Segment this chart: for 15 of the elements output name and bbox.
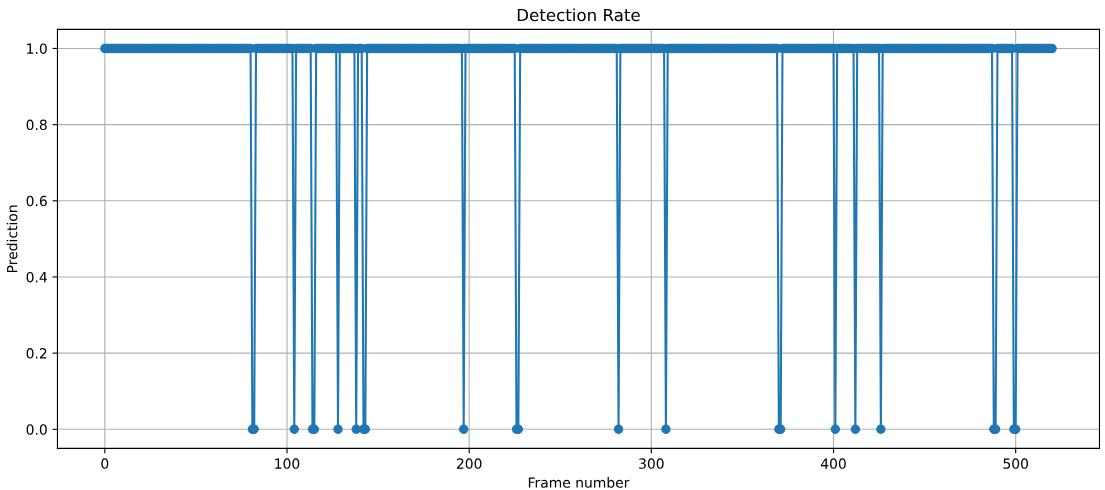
y-tick-label: 1.0: [27, 43, 47, 54]
x-axis-title: Frame number: [528, 477, 630, 488]
y-tick-label: 0.4: [26, 271, 47, 283]
x-tick-label: 0: [101, 458, 109, 469]
x-tick-label: 100: [275, 458, 300, 469]
y-tick-label: 0.2: [26, 348, 47, 359]
y-axis-title: Prediction: [6, 205, 18, 273]
y-tick-label: 0.6: [26, 195, 47, 207]
chart-title: Detection Rate: [517, 8, 640, 22]
x-tick-label: 500: [1003, 458, 1029, 469]
x-tick-label: 400: [820, 458, 846, 469]
x-tick-label: 300: [639, 458, 664, 469]
x-tick-label: 200: [456, 458, 482, 469]
y-tick-label: 0.0: [26, 424, 47, 435]
y-tick-label: 0.8: [26, 119, 47, 131]
